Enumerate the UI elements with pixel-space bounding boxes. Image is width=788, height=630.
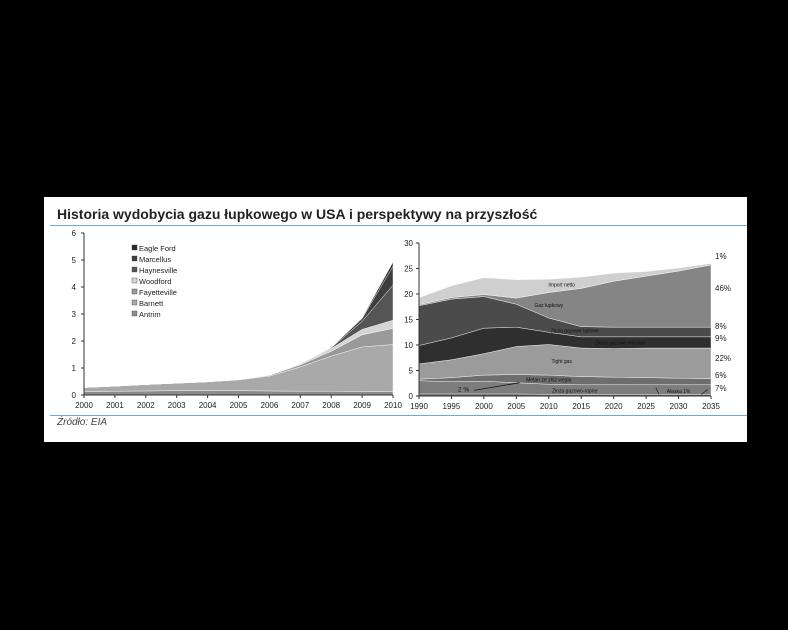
band-label-metan-ze-zloz-wegla: Metan ze złóż węgla: [526, 378, 572, 384]
source-rule: [50, 415, 747, 416]
share-label: 7%: [715, 384, 727, 393]
y-tick-label: 20: [404, 290, 413, 299]
y-tick-label: 6: [72, 229, 77, 238]
x-tick-label: 2009: [353, 401, 371, 410]
band-label-zloza-gazowe-ladowe: Złoża gazowe lądowe: [551, 328, 599, 334]
legend-label-eagle-ford: Eagle Ford: [139, 244, 176, 253]
chart-panel: Historia wydobycia gazu łupkowego w USA …: [44, 197, 747, 442]
share-label: 9%: [715, 334, 727, 343]
y-tick-label: 3: [72, 310, 77, 319]
x-tick-label: 1995: [443, 402, 461, 411]
x-tick-label: 2006: [261, 401, 279, 410]
y-tick-label: 30: [404, 239, 413, 248]
x-tick-label: 2005: [230, 401, 248, 410]
legend-label-antrim: Antrim: [139, 310, 161, 319]
x-tick-label: 2004: [199, 401, 217, 410]
x-tick-label: 2005: [507, 402, 525, 411]
legend-label-haynesville: Haynesville: [139, 266, 177, 275]
band-label-zloza-gazowe-morskie: Złoża gazowe morskie: [595, 341, 645, 347]
x-tick-label: 2000: [75, 401, 93, 410]
y-tick-label: 5: [409, 367, 414, 376]
x-tick-label: 2010: [384, 401, 402, 410]
band-label-zloza-gazowo-ropne: Złoża gazowo-ropne: [552, 389, 598, 395]
annotation-arrow: [701, 389, 708, 395]
annotation-arrow: [474, 382, 520, 391]
x-tick-label: 2025: [637, 402, 655, 411]
source-note: Źródło: EIA: [57, 417, 108, 428]
x-tick-label: 2000: [475, 402, 493, 411]
gas-forecast-chart: 1990 1995 2000 2005 2010 2015 2020 2025 2030 2035…: [404, 239, 731, 411]
legend-label-woodford: Woodford: [139, 277, 171, 286]
y-tick-label: 0: [409, 392, 414, 401]
legend-swatch-fayetteville: [131, 288, 138, 295]
band-label-gaz-lupkowy: Gaz łupkowy: [534, 303, 563, 309]
x-tick-label: 2002: [137, 401, 155, 410]
legend-swatch-antrim: [131, 310, 138, 317]
share-label: 22%: [715, 354, 731, 363]
series-area-eagle-ford: [83, 262, 394, 388]
y-tick-label: 15: [404, 316, 413, 325]
y-tick-label: 5: [72, 256, 77, 265]
y-tick-label: 25: [404, 265, 413, 274]
legend-label-barnett: Barnett: [139, 299, 164, 308]
x-tick-label: 2030: [670, 402, 688, 411]
annotation-arrow: [655, 387, 660, 395]
y-tick-label: 4: [72, 283, 77, 292]
x-tick-label: 2035: [702, 402, 720, 411]
inline-annotation: 2 %: [458, 386, 469, 393]
share-label: 6%: [715, 371, 727, 380]
x-tick-label: 2001: [106, 401, 124, 410]
share-label: 46%: [715, 284, 731, 293]
legend-label-fayetteville: Fayetteville: [139, 288, 177, 297]
y-tick-label: 0: [72, 391, 77, 400]
x-tick-label: 2007: [291, 401, 309, 410]
x-tick-label: 2010: [540, 402, 558, 411]
legend-swatch-eagle-ford: [131, 244, 138, 251]
title-rule: [50, 225, 747, 226]
x-tick-label: 2003: [168, 401, 186, 410]
legend-swatch-woodford: [131, 277, 138, 284]
y-tick-label: 10: [404, 341, 413, 350]
shale-history-chart: 2000 2001 2002 2003 2004 2005 2006 2007 2008 2009…: [72, 229, 403, 410]
x-tick-label: 2015: [572, 402, 590, 411]
x-tick-label: 1990: [410, 402, 428, 411]
x-tick-label: 2008: [322, 401, 340, 410]
series-area-import-netto: [418, 263, 712, 305]
legend-swatch-marcellus: [131, 255, 138, 262]
band-label-alaska-1: Alaska 1%: [667, 389, 691, 395]
band-label-tight-gas: Tight gas: [552, 359, 573, 365]
legend-swatch-barnett: [131, 299, 138, 306]
legend-label-marcellus: Marcellus: [139, 255, 171, 264]
legend-swatch-haynesville: [131, 266, 138, 273]
x-tick-label: 2020: [605, 402, 623, 411]
chart-title: Historia wydobycia gazu łupkowego w USA …: [57, 206, 538, 222]
share-label: 1%: [715, 252, 727, 261]
y-tick-label: 2: [72, 337, 77, 346]
share-label: 8%: [715, 322, 727, 331]
band-label-import-netto: Import netto: [548, 283, 575, 289]
y-tick-label: 1: [72, 364, 77, 373]
